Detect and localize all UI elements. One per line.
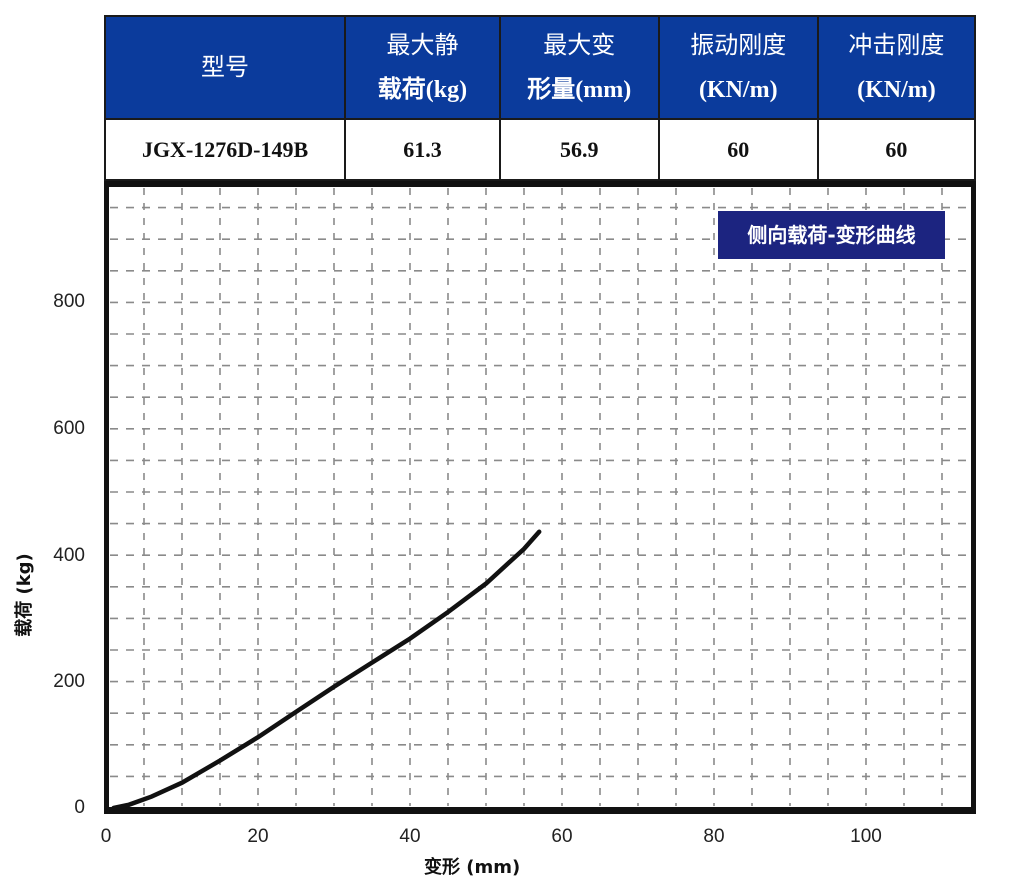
header-model: 型号 [103, 15, 347, 120]
table-row: JGX-1276D-149B 61.3 56.9 60 60 [103, 118, 977, 181]
spec-table-header-row: 型号 最大静 载荷(kg) 最大变 形量(mm) 振动刚度 (KN/m) 冲击刚… [103, 15, 977, 120]
cell-model: JGX-1276D-149B [103, 118, 347, 181]
chart-frame [104, 181, 976, 814]
cell-max-deflection: 56.9 [498, 118, 660, 181]
chart-title-badge: 侧向载荷-变形曲线 [718, 211, 945, 259]
y-tick-0: 0 [74, 797, 85, 818]
header-vibration-stiffness: 振动刚度 (KN/m) [657, 15, 819, 120]
load-deflection-curve [111, 529, 542, 811]
x-tick-100: 100 [850, 826, 882, 847]
x-axis-label: 变形 (mm) [424, 857, 521, 878]
grid-lines [110, 188, 970, 806]
x-tick-60: 60 [551, 826, 573, 847]
header-max-static-load: 最大静 载荷(kg) [344, 15, 501, 120]
cell-max-static-load: 61.3 [344, 118, 501, 181]
x-tick-20: 20 [247, 826, 269, 847]
x-tick-80: 80 [703, 826, 725, 847]
spec-table: 型号 最大静 载荷(kg) 最大变 形量(mm) 振动刚度 (KN/m) 冲击刚… [103, 15, 977, 181]
header-max-deflection: 最大变 形量(mm) [498, 15, 660, 120]
cell-vibration-stiffness: 60 [657, 118, 819, 181]
x-tick-40: 40 [399, 826, 421, 847]
y-tick-600: 600 [53, 418, 85, 439]
cell-impact-stiffness: 60 [816, 118, 977, 181]
y-tick-800: 800 [53, 291, 85, 312]
x-tick-0: 0 [100, 826, 112, 847]
y-tick-200: 200 [53, 671, 85, 692]
y-tick-400: 400 [53, 545, 85, 566]
header-impact-stiffness: 冲击刚度 (KN/m) [816, 15, 977, 120]
y-axis-label: 载荷 (kg) [14, 553, 35, 637]
